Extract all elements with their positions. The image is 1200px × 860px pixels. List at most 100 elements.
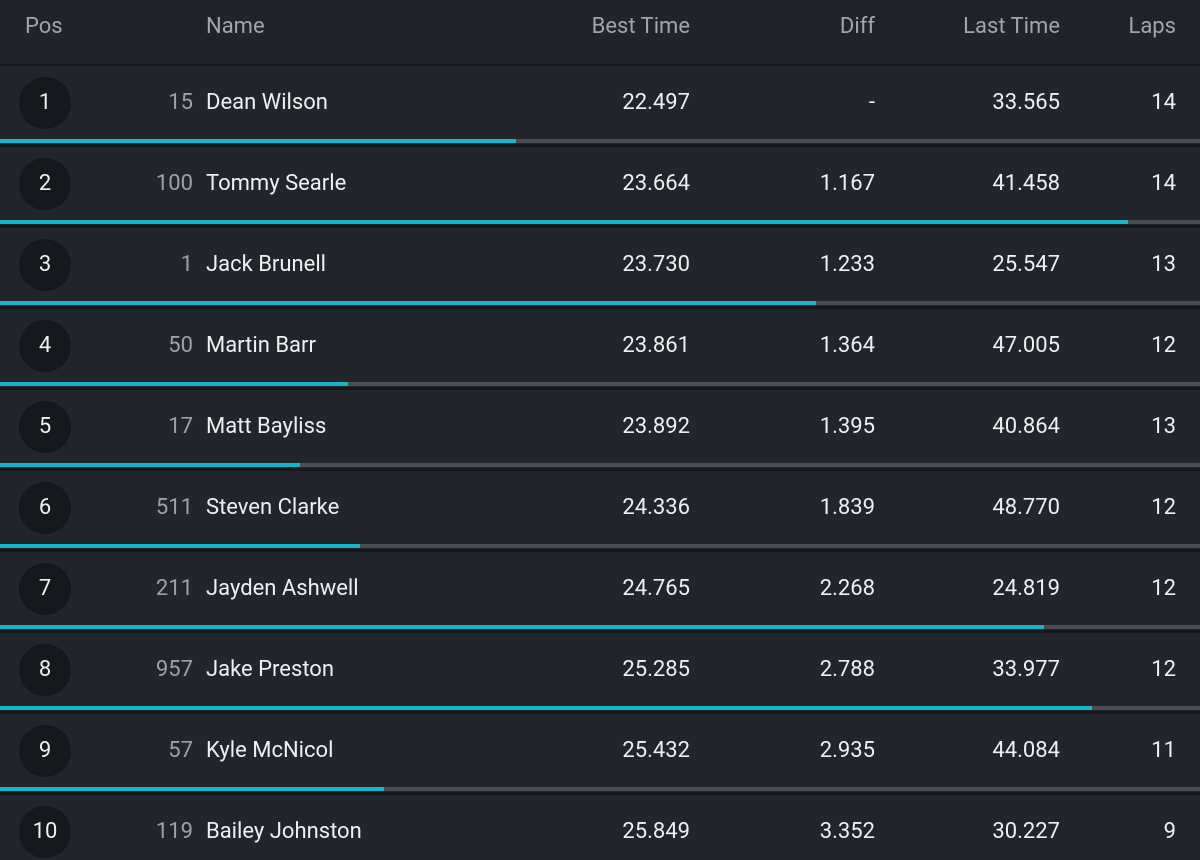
- best-time: 23.892: [622, 414, 690, 439]
- table-row: 2 100 Tommy Searle 23.664 1.167 41.458 14: [0, 147, 1200, 225]
- laps: 14: [1151, 90, 1176, 115]
- laps: 9: [1163, 819, 1176, 844]
- position-badge: 3: [19, 239, 71, 291]
- progress-track: [0, 301, 1200, 305]
- progress-bar: [0, 463, 300, 467]
- progress-bar: [0, 706, 1092, 710]
- best-time: 25.432: [622, 738, 690, 763]
- rider-name: Matt Bayliss: [206, 414, 327, 439]
- rider-name: Dean Wilson: [206, 90, 328, 115]
- progress-bar: [0, 787, 384, 791]
- column-header: Diff: [839, 14, 875, 39]
- table-row: 6 511 Steven Clarke 24.336 1.839 48.770 12: [0, 471, 1200, 549]
- progress-track: [0, 544, 1200, 548]
- table-row: 10 119 Bailey Johnston 25.849 3.352 30.227 9: [0, 795, 1200, 860]
- position-badge: 1: [19, 77, 71, 129]
- last-time: 25.547: [992, 252, 1060, 277]
- rider-number: 1: [180, 252, 193, 277]
- best-time: 25.849: [622, 819, 690, 844]
- rider-name: Kyle McNicol: [206, 738, 334, 763]
- laps: 14: [1151, 171, 1176, 196]
- progress-track: [0, 463, 1200, 467]
- best-time: 23.730: [622, 252, 690, 277]
- best-time: 25.285: [622, 657, 690, 682]
- header: Pos Name Best Time Diff Last Time Laps: [0, 0, 1200, 64]
- diff: 3.352: [819, 819, 875, 844]
- rider-number: 15: [168, 90, 193, 115]
- position-badge: 2: [19, 158, 71, 210]
- position-badge: 8: [19, 644, 71, 696]
- progress-bar: [0, 139, 516, 143]
- table-row: 3 1 Jack Brunell 23.730 1.233 25.547 13: [0, 228, 1200, 306]
- table-row: 4 50 Martin Barr 23.861 1.364 47.005 12: [0, 309, 1200, 387]
- rider-name: Jake Preston: [206, 657, 334, 682]
- column-header: Best Time: [591, 14, 690, 39]
- diff: 1.395: [819, 414, 875, 439]
- rider-name: Tommy Searle: [206, 171, 347, 196]
- last-time: 41.458: [992, 171, 1060, 196]
- diff: 1.167: [819, 171, 875, 196]
- progress-track: [0, 625, 1200, 629]
- last-time: 40.864: [992, 414, 1060, 439]
- last-time: 33.977: [992, 657, 1060, 682]
- position-badge: 9: [19, 725, 71, 777]
- progress-bar: [0, 625, 1044, 629]
- last-time: 24.819: [992, 576, 1060, 601]
- laps: 13: [1151, 252, 1176, 277]
- progress-bar: [0, 301, 816, 305]
- table-row: 7 211 Jayden Ashwell 24.765 2.268 24.819 12: [0, 552, 1200, 630]
- progress-track: [0, 139, 1200, 143]
- position-badge: 7: [19, 563, 71, 615]
- column-header: Name: [206, 14, 265, 39]
- position-badge: 4: [19, 320, 71, 372]
- laps: 12: [1151, 333, 1176, 358]
- laps: 12: [1151, 576, 1176, 601]
- last-time: 47.005: [992, 333, 1060, 358]
- progress-track: [0, 220, 1200, 224]
- rider-number: 100: [155, 171, 193, 196]
- laps: 11: [1151, 738, 1176, 763]
- last-time: 44.084: [992, 738, 1060, 763]
- rider-number: 211: [155, 576, 193, 601]
- progress-bar: [0, 220, 1128, 224]
- rider-name: Jack Brunell: [206, 252, 327, 277]
- best-time: 22.497: [622, 90, 690, 115]
- position-badge: 10: [19, 806, 71, 858]
- rider-name: Steven Clarke: [206, 495, 340, 520]
- table-row: 1 15 Dean Wilson 22.497 - 33.565 14: [0, 66, 1200, 144]
- rider-number: 50: [168, 333, 193, 358]
- position-badge: 6: [19, 482, 71, 534]
- best-time: 23.664: [622, 171, 690, 196]
- diff: -: [868, 90, 875, 115]
- best-time: 23.861: [622, 333, 690, 358]
- progress-track: [0, 787, 1200, 791]
- diff: 2.935: [819, 738, 875, 763]
- position-badge: 5: [19, 401, 71, 453]
- laps: 12: [1151, 495, 1176, 520]
- rider-number: 119: [155, 819, 193, 844]
- column-header: Last Time: [963, 14, 1060, 39]
- table-row: 8 957 Jake Preston 25.285 2.788 33.977 12: [0, 633, 1200, 711]
- diff: 2.268: [819, 576, 875, 601]
- diff: 1.364: [819, 333, 875, 358]
- rider-name: Martin Barr: [206, 333, 316, 358]
- last-time: 48.770: [992, 495, 1060, 520]
- best-time: 24.765: [622, 576, 690, 601]
- laps: 12: [1151, 657, 1176, 682]
- diff: 2.788: [819, 657, 875, 682]
- rider-name: Jayden Ashwell: [206, 576, 359, 601]
- progress-track: [0, 382, 1200, 386]
- column-header: Laps: [1128, 14, 1176, 39]
- progress-bar: [0, 382, 348, 386]
- rider-number: 57: [168, 738, 193, 763]
- rider-name: Bailey Johnston: [206, 819, 362, 844]
- best-time: 24.336: [622, 495, 690, 520]
- last-time: 33.565: [992, 90, 1060, 115]
- table-row: 5 17 Matt Bayliss 23.892 1.395 40.864 13: [0, 390, 1200, 468]
- table-row: 9 57 Kyle McNicol 25.432 2.935 44.084 11: [0, 714, 1200, 792]
- last-time: 30.227: [992, 819, 1060, 844]
- diff: 1.839: [819, 495, 875, 520]
- laps: 13: [1151, 414, 1176, 439]
